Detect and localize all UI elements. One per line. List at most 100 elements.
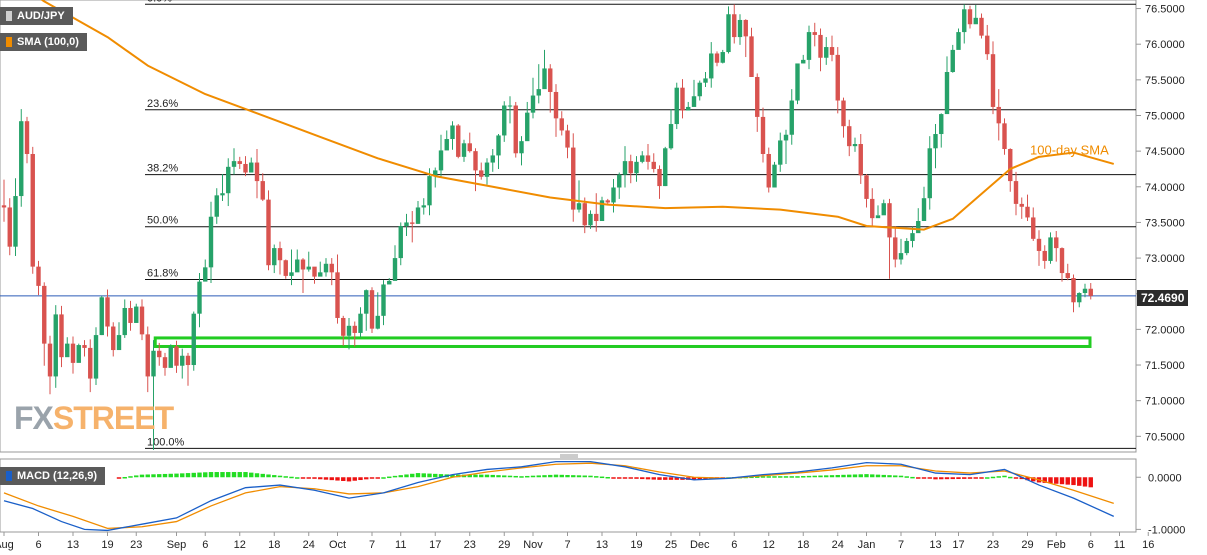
macd-histogram-bar	[893, 475, 898, 478]
candle-up	[778, 140, 783, 165]
price-tick-label: 76.0000	[1145, 39, 1185, 51]
macd-histogram-bar	[542, 475, 547, 478]
candle-up	[208, 216, 214, 268]
macd-histogram-bar	[599, 476, 605, 479]
candle-up	[674, 87, 679, 125]
macd-histogram-bar	[1019, 477, 1024, 480]
macd-histogram-bar	[214, 472, 219, 478]
candle-down	[145, 334, 150, 377]
candle-down	[571, 147, 576, 210]
macd-histogram-bar	[852, 474, 858, 478]
candle-down	[990, 54, 996, 107]
candle-down	[277, 248, 283, 261]
price-tick-label: 71.0000	[1145, 396, 1185, 408]
macd-histogram-bar	[300, 477, 306, 479]
x-tick-label: 24	[832, 539, 844, 551]
candle-up	[921, 198, 927, 222]
candle-down	[1, 205, 7, 208]
candle-down	[755, 76, 760, 117]
symbol-legend: AUD/JPY	[0, 7, 73, 25]
macd-line	[3, 460, 1115, 532]
macd-histogram-bar	[168, 473, 173, 478]
candle-up	[231, 161, 237, 167]
candle-down	[139, 306, 145, 335]
macd-histogram-bar	[640, 477, 645, 480]
x-tick-label: 29	[498, 539, 510, 551]
macd-swatch	[6, 471, 12, 481]
candle-up	[289, 272, 294, 276]
candle-up	[502, 105, 507, 136]
candle-up	[519, 141, 524, 154]
candle-down	[1054, 237, 1059, 249]
candle-down	[766, 153, 771, 188]
macd-histogram-bar	[875, 474, 881, 478]
macd-histogram-bar	[985, 477, 990, 479]
candle-up	[772, 164, 777, 188]
candle-down	[266, 199, 271, 266]
macd-histogram-bar	[139, 474, 145, 478]
candle-up	[444, 139, 449, 151]
candle-up	[542, 68, 547, 90]
candle-down	[456, 125, 461, 157]
macd-histogram-bar	[996, 476, 1001, 478]
candle-down	[479, 170, 484, 177]
macd-histogram-bar	[174, 473, 179, 478]
macd-histogram-bar	[513, 475, 518, 478]
x-tick-label: 6	[731, 539, 737, 551]
candle-up	[939, 114, 944, 135]
macd-histogram-bar	[697, 477, 702, 480]
candle-up	[1048, 237, 1053, 261]
macd-histogram-bar	[691, 477, 697, 480]
macd-histogram-bar	[525, 475, 530, 478]
macd-histogram-bar	[898, 475, 904, 478]
candle-down	[260, 181, 265, 200]
x-tick-label: Feb	[1047, 539, 1066, 551]
candle-down	[645, 155, 651, 162]
fib-level-label: 38.2%	[147, 163, 178, 175]
symbol-swatch	[6, 11, 12, 21]
macd-histogram-bar	[191, 472, 196, 478]
x-tick-label: 7	[369, 539, 375, 551]
candle-down	[628, 161, 633, 174]
macd-histogram-bar	[812, 475, 817, 478]
macd-histogram-bar	[260, 473, 265, 478]
macd-histogram-bar	[668, 477, 674, 480]
x-tick-label: Sep	[167, 539, 187, 551]
sma-annotation: 100-day SMA	[1030, 143, 1109, 158]
macd-histogram-bar	[611, 477, 616, 479]
macd-histogram-bar	[1002, 475, 1007, 478]
candle-up	[904, 240, 909, 254]
macd-pane-frame	[0, 458, 1137, 533]
macd-histogram-bar	[128, 476, 133, 478]
watermark-fx: FX	[14, 400, 54, 436]
macd-histogram-bar	[266, 474, 271, 478]
candle-down	[887, 203, 892, 238]
x-tick-label: 18	[797, 539, 809, 551]
macd-histogram-bar	[835, 474, 840, 478]
candle-up	[507, 105, 513, 107]
x-tick-label: 17	[429, 539, 441, 551]
x-tick-label: 24	[303, 539, 315, 551]
support-zone-box	[153, 336, 1092, 348]
x-tick-label: 23	[130, 539, 142, 551]
candle-up	[65, 343, 70, 358]
macd-histogram-bar	[197, 472, 202, 478]
candle-up	[93, 335, 99, 379]
macd-tick-label: 0.0000	[1148, 472, 1182, 484]
candle-down	[553, 91, 559, 119]
macd-histogram-bar	[467, 474, 472, 478]
candle-up	[576, 203, 582, 210]
macd-histogram-bar	[277, 475, 283, 478]
candle-up	[53, 314, 58, 377]
macd-histogram-bar	[433, 473, 438, 478]
candle-up	[686, 106, 691, 111]
candle-up	[950, 49, 955, 73]
macd-histogram-bar	[283, 476, 288, 478]
candle-down	[513, 105, 518, 154]
macd-histogram-bar	[323, 477, 329, 480]
candle-down	[651, 161, 656, 169]
candle-up	[415, 207, 421, 224]
macd-histogram-bar	[801, 476, 806, 478]
macd-histogram-bar	[571, 475, 576, 478]
macd-histogram-bar	[858, 474, 863, 478]
